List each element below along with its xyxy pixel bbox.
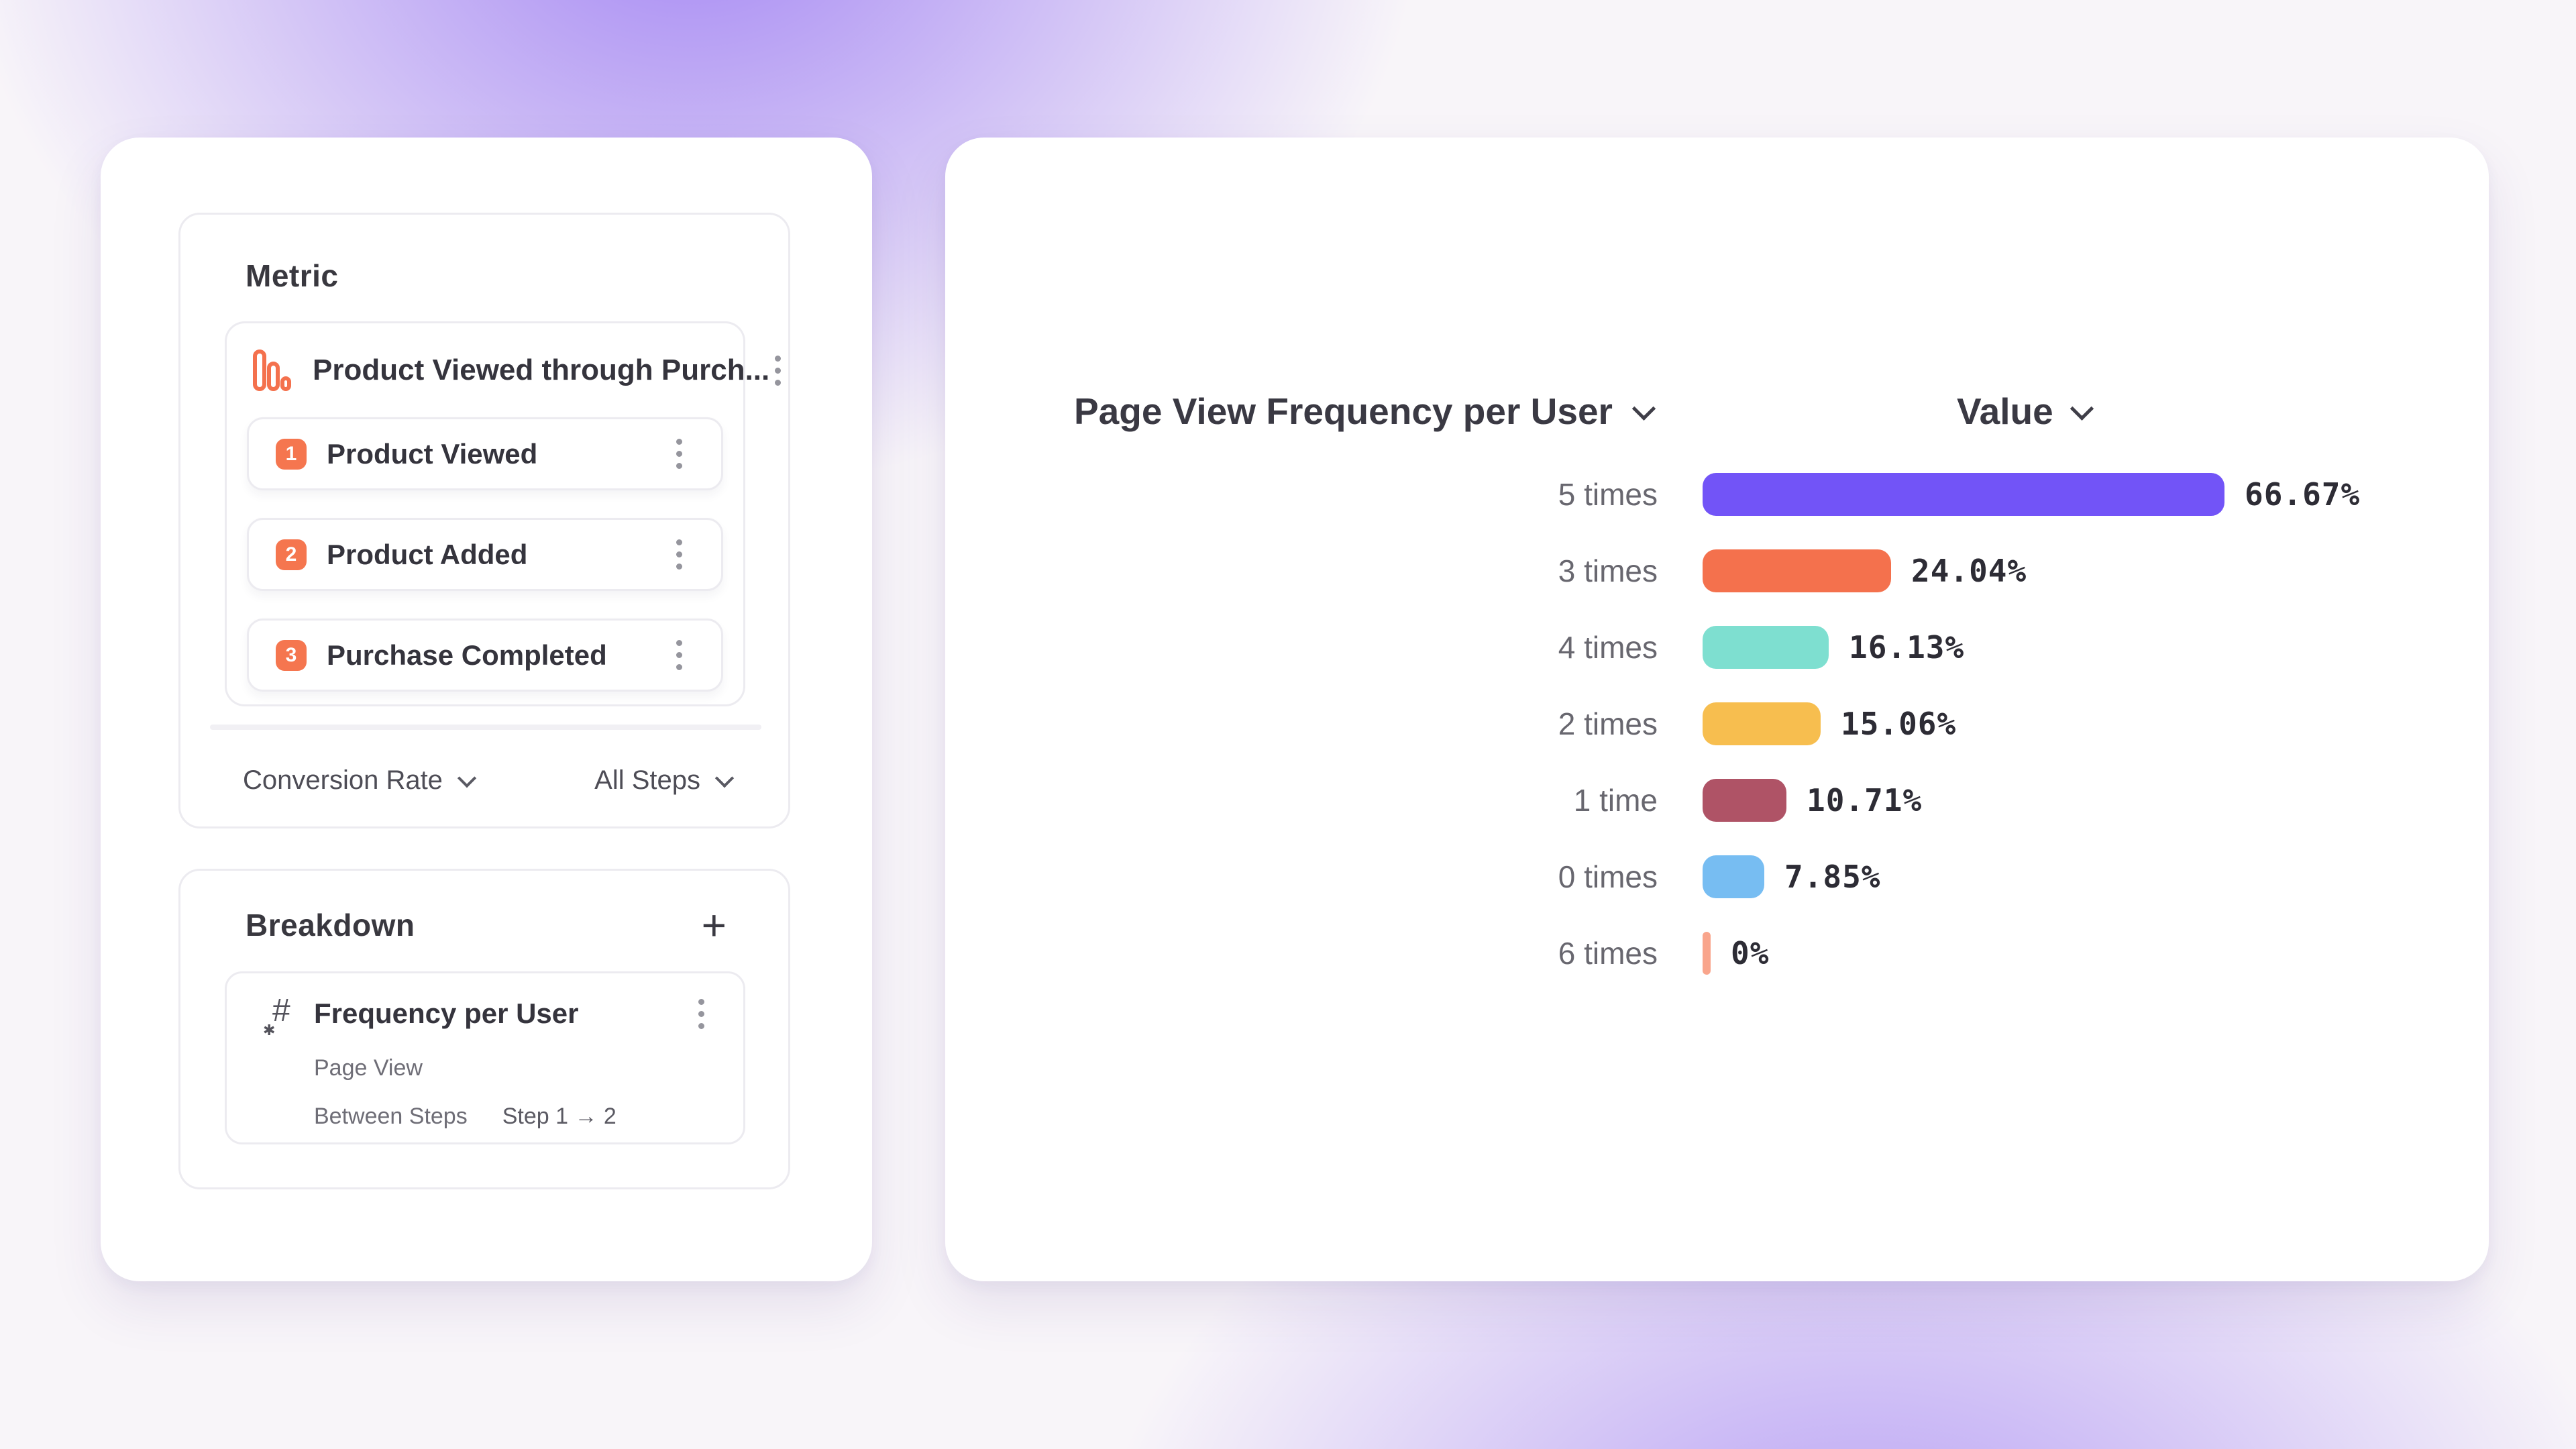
chevron-down-icon bbox=[2070, 396, 2094, 421]
bar-value-label: 10.71% bbox=[1807, 782, 1923, 818]
bar[interactable] bbox=[1703, 702, 1821, 745]
bar-row: 5 times 66.67% bbox=[945, 456, 2489, 533]
chart-header-row: Page View Frequency per User Value bbox=[945, 390, 2489, 438]
metric-card-divider bbox=[210, 724, 761, 730]
bar-value-label: 0% bbox=[1731, 935, 1770, 971]
step-number-badge: 2 bbox=[276, 539, 307, 570]
metric-section-label: Metric bbox=[246, 258, 339, 293]
funnel-step-row-1[interactable]: 1 Product Viewed bbox=[247, 417, 723, 490]
bar[interactable] bbox=[1703, 855, 1764, 898]
query-builder-panel: Metric Product Viewed through Purch... 1… bbox=[101, 138, 872, 1281]
value-header-label: Value bbox=[1957, 390, 2053, 432]
breakdown-scope-label: Between Steps bbox=[314, 1103, 468, 1129]
bar-category-label: 2 times bbox=[1558, 706, 1658, 741]
chevron-down-icon bbox=[1631, 396, 1656, 421]
breakdown-scope-value: Step 1 → 2 bbox=[502, 1103, 616, 1129]
step-number-badge: 1 bbox=[276, 438, 307, 470]
all-steps-dropdown[interactable]: All Steps bbox=[594, 765, 735, 796]
funnel-steps-list: 1 Product Viewed 2 Product Added 3 Purch… bbox=[227, 417, 743, 692]
chart-title: Page View Frequency per User bbox=[1074, 390, 1613, 432]
breakdown-section-label: Breakdown bbox=[246, 908, 415, 943]
bar[interactable] bbox=[1703, 473, 2224, 516]
bar-value-label: 7.85% bbox=[1784, 859, 1881, 895]
all-steps-label: All Steps bbox=[594, 765, 700, 795]
number-property-icon: # ✱ bbox=[263, 993, 290, 1038]
chart-panel: Page View Frequency per User Value 5 tim… bbox=[945, 138, 2489, 1281]
value-header-dropdown[interactable]: Value bbox=[1957, 390, 2094, 433]
bar[interactable] bbox=[1703, 549, 1891, 592]
funnel-step-row-2[interactable]: 2 Product Added bbox=[247, 518, 723, 591]
conversion-rate-label: Conversion Rate bbox=[243, 765, 443, 795]
funnel-metric-title: Product Viewed through Purch... bbox=[313, 354, 770, 386]
bar-category-label: 1 time bbox=[1573, 783, 1658, 818]
breakdown-card: Breakdown + # ✱ Frequency per User Page V… bbox=[178, 869, 790, 1189]
step-label: Purchase Completed bbox=[327, 639, 607, 671]
funnel-metric-kebab-menu[interactable] bbox=[769, 350, 786, 391]
bar-value-label: 24.04% bbox=[1911, 553, 2027, 589]
chevron-down-icon bbox=[714, 769, 735, 788]
breakdown-scope-row: Between Steps Step 1 → 2 bbox=[267, 1097, 710, 1136]
bar-row: 2 times 15.06% bbox=[945, 686, 2489, 762]
bar-category-label: 6 times bbox=[1558, 936, 1658, 971]
chevron-down-icon bbox=[457, 769, 477, 788]
step-kebab-menu[interactable] bbox=[671, 433, 688, 474]
funnel-metric-container: Product Viewed through Purch... 1 Produc… bbox=[225, 321, 782, 706]
bar-chart-rows: 5 times 66.67% 3 times 24.04% 4 times 16… bbox=[945, 456, 2489, 991]
funnel-chart-icon bbox=[253, 350, 291, 391]
bar-row: 4 times 16.13% bbox=[945, 609, 2489, 686]
bar-row: 6 times 0% bbox=[945, 915, 2489, 991]
bar-value-label: 15.06% bbox=[1841, 706, 1957, 742]
step-kebab-menu[interactable] bbox=[671, 635, 688, 676]
chart-title-dropdown[interactable]: Page View Frequency per User bbox=[1074, 390, 1656, 433]
breakdown-item-title: Frequency per User bbox=[314, 998, 579, 1029]
step-kebab-menu[interactable] bbox=[671, 534, 688, 575]
breakdown-event-name: Page View bbox=[314, 1055, 423, 1081]
bar-value-label: 16.13% bbox=[1849, 629, 1965, 665]
step-label: Product Viewed bbox=[327, 437, 538, 470]
bar-category-label: 0 times bbox=[1558, 859, 1658, 894]
bar-category-label: 5 times bbox=[1558, 477, 1658, 512]
bar[interactable] bbox=[1703, 779, 1786, 822]
funnel-step-row-3[interactable]: 3 Purchase Completed bbox=[247, 619, 723, 692]
conversion-rate-dropdown[interactable]: Conversion Rate bbox=[243, 765, 477, 796]
step-number-badge: 3 bbox=[276, 639, 307, 671]
funnel-metric-header[interactable]: Product Viewed through Purch... bbox=[227, 323, 782, 417]
bar[interactable] bbox=[1703, 626, 1829, 669]
bar-row: 1 time 10.71% bbox=[945, 762, 2489, 839]
bar[interactable] bbox=[1703, 932, 1711, 975]
breakdown-item[interactable]: # ✱ Frequency per User Page View Between … bbox=[225, 971, 745, 1144]
add-breakdown-button[interactable]: + bbox=[701, 901, 727, 949]
bar-row: 3 times 24.04% bbox=[945, 533, 2489, 609]
bar-category-label: 3 times bbox=[1558, 553, 1658, 588]
step-label: Product Added bbox=[327, 538, 528, 570]
bar-value-label: 66.67% bbox=[2245, 476, 2361, 513]
bar-row: 0 times 7.85% bbox=[945, 839, 2489, 915]
bar-category-label: 4 times bbox=[1558, 630, 1658, 665]
metric-card: Metric Product Viewed through Purch... 1… bbox=[178, 213, 790, 828]
breakdown-kebab-menu[interactable] bbox=[693, 994, 710, 1034]
metric-card-footer: Conversion Rate All Steps bbox=[243, 745, 735, 816]
